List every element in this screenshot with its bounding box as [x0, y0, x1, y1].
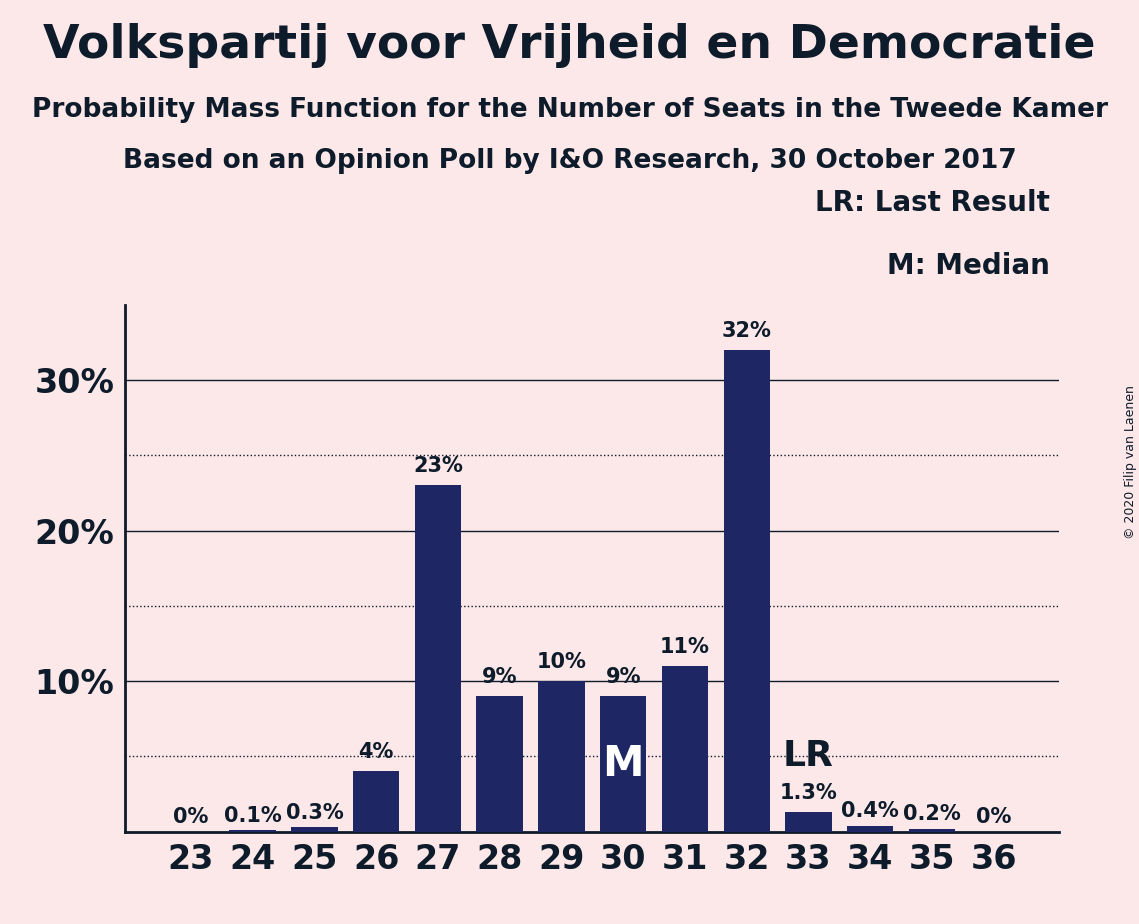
Text: 0.1%: 0.1% — [223, 806, 281, 825]
Text: 0%: 0% — [173, 807, 208, 827]
Text: LR: LR — [782, 739, 834, 773]
Text: 0.2%: 0.2% — [903, 804, 961, 824]
Bar — [229, 830, 276, 832]
Text: 9%: 9% — [606, 667, 641, 687]
Text: 0.3%: 0.3% — [286, 803, 343, 822]
Text: © 2020 Filip van Laenen: © 2020 Filip van Laenen — [1124, 385, 1137, 539]
Text: Volkspartij voor Vrijheid en Democratie: Volkspartij voor Vrijheid en Democratie — [43, 23, 1096, 68]
Text: 32%: 32% — [722, 321, 771, 341]
Text: Probability Mass Function for the Number of Seats in the Tweede Kamer: Probability Mass Function for the Number… — [32, 97, 1107, 123]
Text: 9%: 9% — [482, 667, 517, 687]
Text: 0%: 0% — [976, 807, 1011, 827]
Bar — [600, 696, 646, 832]
Text: M: M — [603, 743, 644, 784]
Bar — [723, 350, 770, 832]
Text: M: Median: M: Median — [887, 252, 1050, 280]
Bar — [847, 825, 893, 832]
Text: 0.4%: 0.4% — [842, 801, 899, 821]
Bar — [476, 696, 523, 832]
Bar — [415, 485, 461, 832]
Text: LR: Last Result: LR: Last Result — [816, 189, 1050, 217]
Bar — [353, 772, 400, 832]
Text: 23%: 23% — [413, 456, 462, 477]
Text: 11%: 11% — [659, 637, 710, 657]
Text: 1.3%: 1.3% — [779, 783, 837, 803]
Bar — [909, 829, 956, 832]
Bar — [292, 827, 337, 832]
Text: Based on an Opinion Poll by I&O Research, 30 October 2017: Based on an Opinion Poll by I&O Research… — [123, 148, 1016, 174]
Bar — [539, 681, 584, 832]
Bar — [785, 812, 831, 832]
Text: 10%: 10% — [536, 652, 587, 672]
Bar — [662, 666, 708, 832]
Text: 4%: 4% — [359, 742, 394, 762]
